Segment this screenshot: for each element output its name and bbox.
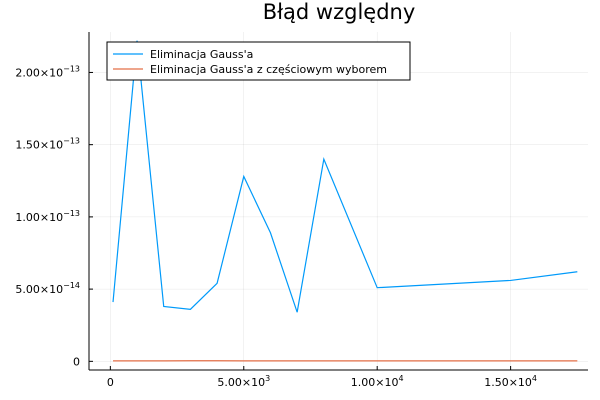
legend-label-2: Eliminacja Gauss'a z częściowym wyborem	[150, 63, 387, 76]
y-tick-label: 1.00×10−13	[15, 209, 80, 224]
x-tick-label: 1.00×104	[351, 374, 404, 389]
legend-box	[106, 41, 411, 81]
y-tick-label: 0	[73, 355, 80, 368]
axes: 0 5.00×103 1.00×104 1.50×104 0 5.00×10−14 1.00…	[15, 32, 588, 389]
chart-title: Błąd względny	[263, 0, 416, 24]
y-tick-label: 1.50×10−13	[15, 137, 80, 152]
legend-label-1: Eliminacja Gauss'a	[150, 48, 253, 61]
series-line-1	[112, 40, 578, 313]
y-tick-label: 5.00×10−14	[15, 281, 80, 296]
y-tick-label: 2.00×10−13	[15, 64, 80, 79]
x-tick-label: 1.50×104	[484, 374, 537, 389]
grid	[89, 32, 588, 370]
x-tick-label: 0	[107, 376, 114, 389]
legend: Eliminacja Gauss'a Eliminacja Gauss'a z c…	[106, 41, 411, 81]
series-layer	[112, 40, 578, 362]
x-tick-label: 5.00×103	[217, 374, 270, 389]
